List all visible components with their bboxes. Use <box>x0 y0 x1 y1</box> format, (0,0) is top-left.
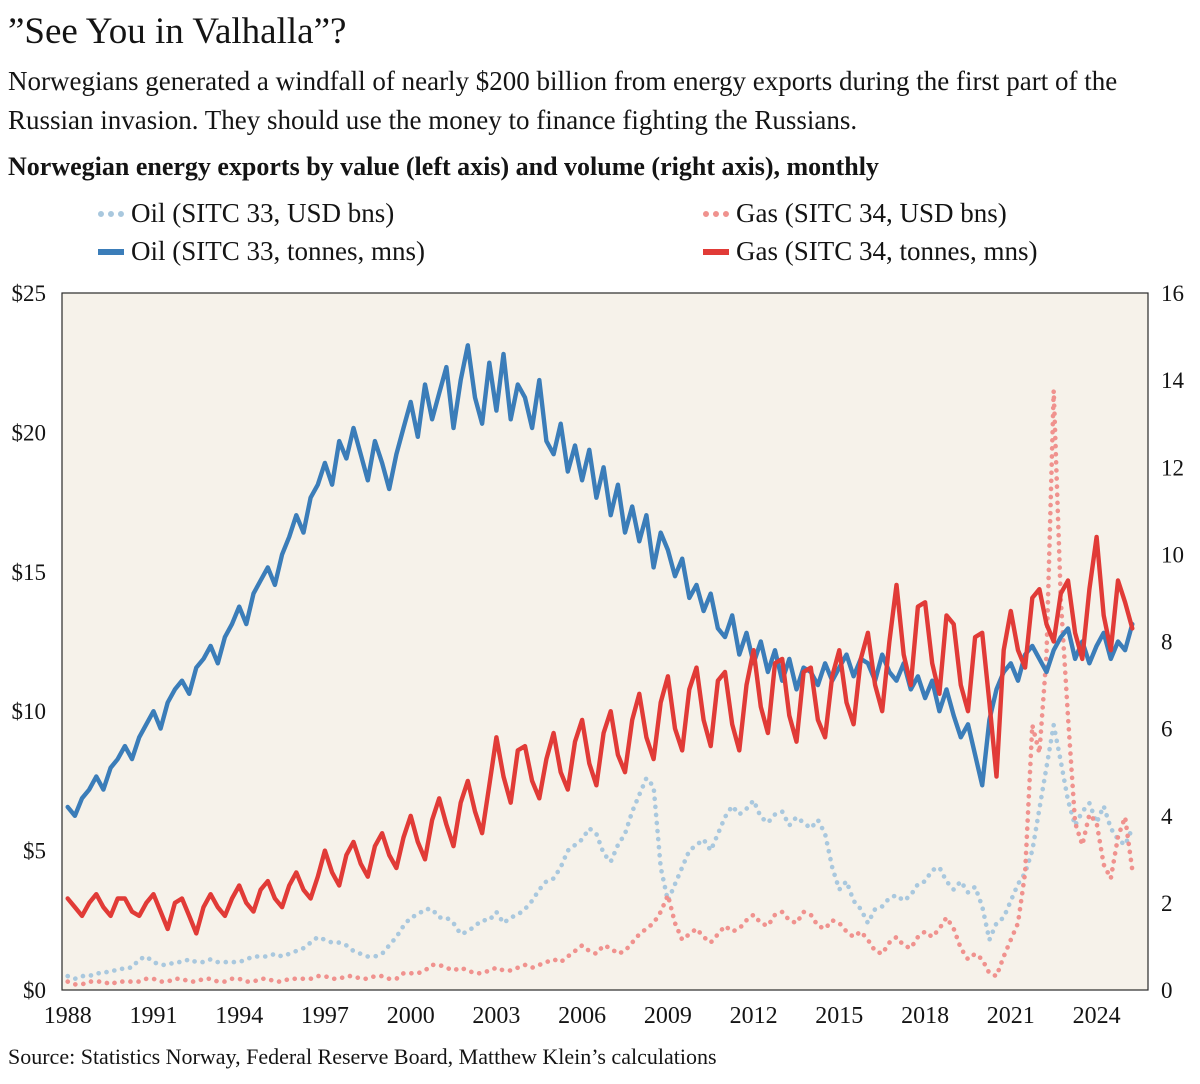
svg-text:$0: $0 <box>23 978 46 1003</box>
chart-area: $0 $5 $10 $15 $20 $25 0 2 4 6 8 10 12 14 16 1988 1991 199… <box>0 278 1200 1040</box>
svg-text:1997: 1997 <box>301 1003 349 1029</box>
svg-text:12: 12 <box>1161 455 1184 480</box>
svg-text:$20: $20 <box>12 420 47 445</box>
svg-text:1991: 1991 <box>130 1003 178 1029</box>
svg-text:$10: $10 <box>12 699 47 724</box>
svg-text:10: 10 <box>1161 542 1184 567</box>
legend-item-oil-usd: Oil (SITC 33, USD bns) <box>98 198 394 229</box>
svg-text:1988: 1988 <box>44 1003 92 1029</box>
svg-text:$15: $15 <box>12 560 47 585</box>
svg-text:2012: 2012 <box>730 1003 778 1029</box>
svg-text:16: 16 <box>1161 281 1184 306</box>
svg-text:2006: 2006 <box>558 1003 606 1029</box>
chart-svg: $0 $5 $10 $15 $20 $25 0 2 4 6 8 10 12 14 16 1988 1991 199… <box>12 281 1185 1029</box>
legend-item-oil-tonnes: Oil (SITC 33, tonnes, mns) <box>98 236 425 267</box>
svg-text:14: 14 <box>1161 368 1185 393</box>
svg-text:2003: 2003 <box>472 1003 520 1029</box>
legend-label-gas-usd: Gas (SITC 34, USD bns) <box>736 198 1007 228</box>
svg-text:$25: $25 <box>12 281 47 306</box>
svg-text:0: 0 <box>1161 978 1173 1003</box>
gas-tonnes-solid-marker-icon <box>703 248 729 255</box>
legend-label-oil-usd: Oil (SITC 33, USD bns) <box>131 198 395 228</box>
svg-text:$5: $5 <box>23 839 46 864</box>
svg-text:2015: 2015 <box>815 1003 863 1029</box>
svg-text:4: 4 <box>1161 804 1173 829</box>
svg-text:6: 6 <box>1161 717 1173 742</box>
svg-text:8: 8 <box>1161 630 1173 655</box>
page-title: ”See You in Valhalla”? <box>8 11 347 52</box>
chart-heading: Norwegian energy exports by value (left … <box>8 152 879 181</box>
svg-text:2018: 2018 <box>901 1003 949 1029</box>
gas-usd-dotted-marker-icon <box>703 210 729 217</box>
svg-text:2024: 2024 <box>1073 1003 1121 1029</box>
oil-usd-dotted-marker-icon <box>98 210 124 217</box>
legend-item-gas-tonnes: Gas (SITC 34, tonnes, mns) <box>703 236 1037 267</box>
svg-text:2021: 2021 <box>987 1003 1035 1029</box>
oil-tonnes-solid-marker-icon <box>98 248 124 255</box>
svg-text:1994: 1994 <box>215 1003 263 1029</box>
svg-text:2000: 2000 <box>387 1003 435 1029</box>
source-note: Source: Statistics Norway, Federal Reser… <box>8 1044 717 1069</box>
legend-label-oil-tonnes: Oil (SITC 33, tonnes, mns) <box>131 236 425 266</box>
svg-text:2: 2 <box>1161 891 1173 916</box>
legend-label-gas-tonnes: Gas (SITC 34, tonnes, mns) <box>736 236 1038 266</box>
chart-subtitle: Norwegians generated a windfall of nearl… <box>8 66 1118 135</box>
svg-text:2009: 2009 <box>644 1003 692 1029</box>
legend-item-gas-usd: Gas (SITC 34, USD bns) <box>703 198 1007 229</box>
